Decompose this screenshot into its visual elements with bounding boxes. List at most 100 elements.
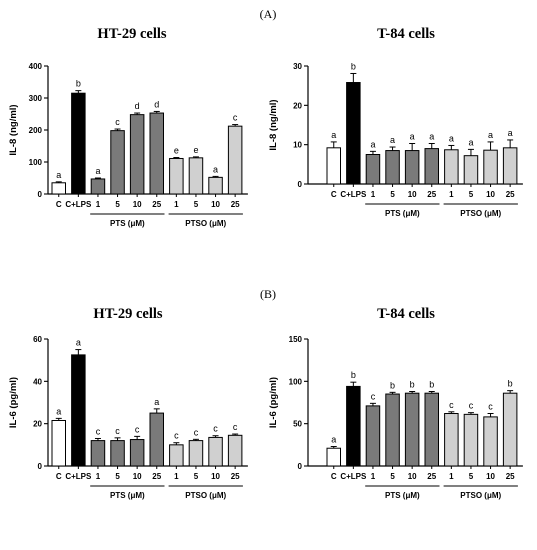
y-tick-label: 20 [33, 420, 42, 429]
bar [483, 149, 498, 185]
significance-letter: a [390, 135, 395, 145]
x-tick-label: 1 [371, 472, 376, 481]
bar [326, 147, 341, 185]
bar [71, 92, 86, 195]
significance-letter: c [115, 117, 120, 127]
y-tick-label: 0 [298, 180, 303, 189]
y-axis-label: IL-8 (ng/ml) [268, 99, 279, 150]
significance-letter: c [194, 427, 199, 437]
significance-letter: c [488, 402, 493, 412]
x-tick-label: 5 [115, 472, 120, 481]
x-tick-label: 25 [506, 472, 515, 481]
x-tick-label: 5 [194, 472, 199, 481]
x-tick-label: 5 [469, 472, 474, 481]
significance-letter: a [56, 406, 61, 416]
bar [227, 125, 243, 195]
x-tick-label: 10 [211, 472, 220, 481]
bar [385, 150, 400, 185]
y-tick-label: 100 [29, 158, 43, 167]
chart-il8-ht29: HT-29 cells IL-8 (ng/ml) 0 100 200 300 400 a Cb C… [8, 26, 248, 228]
bar [90, 440, 106, 467]
bar [424, 392, 439, 467]
bar [326, 447, 341, 467]
significance-letter: a [370, 139, 375, 149]
group-label: PTSO (μM) [185, 491, 226, 500]
bar [463, 413, 479, 467]
x-tick-label: 5 [115, 200, 120, 209]
x-tick-label: 25 [231, 200, 240, 209]
bar [483, 416, 498, 467]
x-tick-label: 25 [231, 472, 240, 481]
group-label: PTS (μM) [110, 219, 145, 228]
bar [71, 354, 86, 467]
y-axis-label: IL-8 (ng/ml) [8, 104, 19, 155]
group-label: PTS (μM) [385, 209, 420, 218]
y-tick-label: 400 [29, 62, 43, 71]
x-tick-label: 1 [174, 200, 179, 209]
significance-letter: b [410, 379, 415, 389]
significance-letter: a [468, 137, 473, 147]
significance-letter: b [351, 370, 356, 380]
significance-letter: c [233, 422, 238, 432]
bar [385, 393, 400, 467]
x-tick-label: 1 [96, 472, 101, 481]
x-tick-label: 1 [96, 200, 101, 209]
bar [110, 130, 125, 195]
x-tick-label: 10 [211, 200, 220, 209]
y-tick-label: 0 [38, 190, 43, 199]
chart-il8-t84: T-84 cells IL-8 (ng/ml) 0 10 20 30 a Cb C+LPS a 1 a… [268, 26, 523, 218]
significance-letter: a [429, 131, 434, 141]
y-tick-label: 200 [29, 126, 43, 135]
significance-letter: b [429, 379, 434, 389]
y-axis-label: IL-6 (pg/ml) [8, 377, 19, 428]
bar [51, 182, 66, 195]
x-tick-label: 10 [133, 200, 142, 209]
bar [51, 419, 66, 467]
bar [149, 112, 164, 195]
x-tick-label: 25 [427, 472, 436, 481]
x-tick-label: 10 [133, 472, 142, 481]
bar [365, 405, 381, 467]
significance-letter: e [193, 145, 198, 155]
bar [208, 436, 223, 467]
significance-letter: c [96, 426, 101, 436]
x-tick-label: 1 [449, 190, 454, 199]
x-tick-label: 10 [486, 472, 495, 481]
y-tick-label: 50 [293, 420, 302, 429]
significance-letter: a [488, 130, 493, 140]
significance-letter: a [331, 130, 336, 140]
bar [188, 440, 204, 467]
y-tick-label: 0 [38, 462, 43, 471]
y-tick-label: 0 [298, 462, 303, 471]
significance-letter: b [351, 61, 356, 71]
x-tick-label: C [331, 190, 337, 199]
significance-letter: c [469, 401, 474, 411]
significance-letter: a [95, 166, 100, 176]
x-tick-label: 10 [408, 190, 417, 199]
significance-letter: b [508, 379, 513, 389]
significance-letter: c [213, 424, 218, 434]
x-tick-label: 25 [506, 190, 515, 199]
significance-letter: a [331, 435, 336, 445]
significance-letter: a [56, 170, 61, 180]
y-tick-label: 150 [289, 335, 303, 344]
x-tick-label: C+LPS [340, 190, 367, 199]
bar [110, 440, 125, 467]
group-label: PTS (μM) [110, 491, 145, 500]
bar [502, 392, 518, 467]
x-tick-label: 5 [194, 200, 199, 209]
significance-letter: a [508, 128, 513, 138]
bar [129, 439, 145, 467]
chart-il6-t84: T-84 cells IL-6 (pg/ml) 0 50 100 150 a Cb C+LPS c… [268, 306, 523, 500]
significance-letter: c [135, 424, 140, 434]
x-tick-label: 5 [390, 190, 395, 199]
x-tick-label: 25 [152, 472, 161, 481]
x-tick-label: C [56, 200, 62, 209]
bar [502, 147, 518, 185]
bar [129, 114, 145, 195]
bar [227, 434, 243, 467]
x-tick-label: 25 [152, 200, 161, 209]
group-label: PTS (μM) [385, 491, 420, 500]
chart-title: HT-29 cells [93, 306, 163, 322]
